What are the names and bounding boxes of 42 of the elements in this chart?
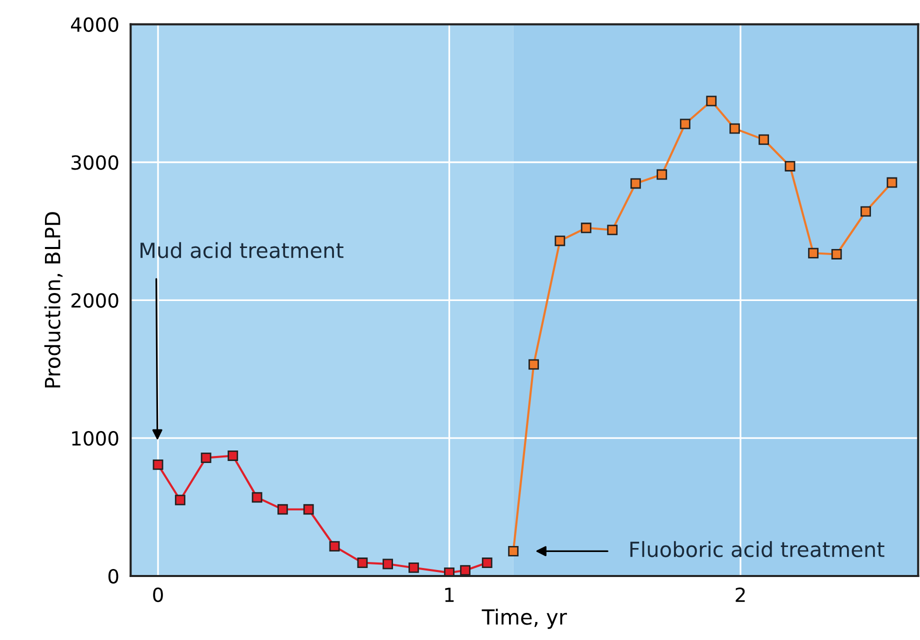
point xyxy=(528,359,539,370)
y-tick-label: 0 xyxy=(108,568,118,584)
point xyxy=(630,178,641,189)
point xyxy=(444,567,454,576)
y-tick-label: 2000 xyxy=(71,293,118,308)
point xyxy=(357,558,368,568)
point xyxy=(382,558,394,570)
annotation: Mud acid treatment xyxy=(140,242,344,258)
y-tick-label: 4000 xyxy=(70,17,118,32)
point xyxy=(460,565,470,576)
y-tick-label: 1000 xyxy=(72,431,118,446)
point xyxy=(706,96,717,106)
y-tick-label: 3000 xyxy=(72,155,118,170)
point xyxy=(252,492,262,503)
point xyxy=(228,450,238,461)
point xyxy=(174,494,186,506)
point xyxy=(554,236,566,246)
point xyxy=(277,504,288,515)
point xyxy=(152,459,164,470)
point xyxy=(886,177,898,188)
point xyxy=(860,206,871,217)
point xyxy=(508,546,519,556)
point xyxy=(758,134,770,145)
point xyxy=(680,118,690,130)
point xyxy=(482,558,492,568)
point xyxy=(408,562,419,573)
x-tick-label: 2 xyxy=(736,587,745,602)
x-axis-title: Time, yr xyxy=(482,608,567,629)
point xyxy=(656,169,668,180)
annotation: Fluoboric acid treatment xyxy=(630,541,884,558)
point xyxy=(580,222,592,234)
point xyxy=(808,248,819,258)
point xyxy=(200,452,212,464)
point xyxy=(329,541,340,552)
x-tick-label: 1 xyxy=(445,588,454,602)
x-tick-label: 0 xyxy=(153,587,163,602)
point xyxy=(831,249,842,260)
point xyxy=(303,504,314,515)
point xyxy=(607,224,618,236)
y-axis-title: Production, BLPD xyxy=(44,212,63,388)
point xyxy=(729,123,740,134)
point xyxy=(784,161,796,172)
